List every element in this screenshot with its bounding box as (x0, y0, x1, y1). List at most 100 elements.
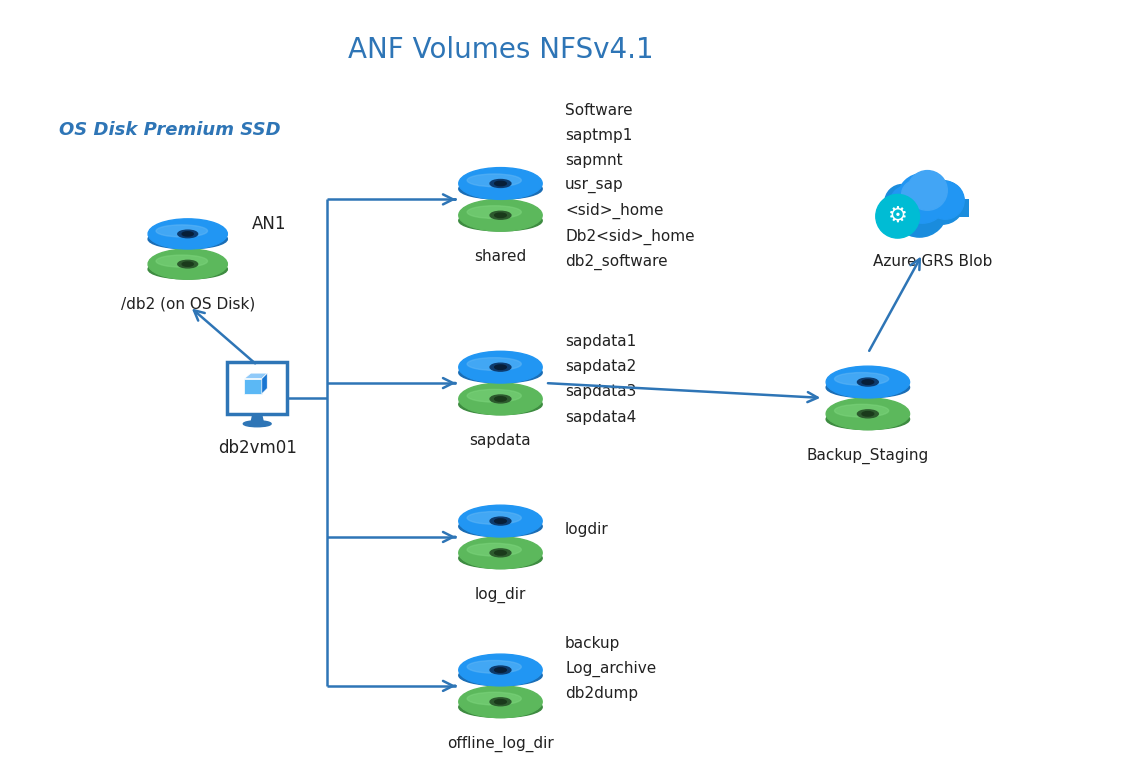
Ellipse shape (178, 230, 198, 238)
Polygon shape (244, 379, 261, 394)
Ellipse shape (459, 211, 542, 231)
Circle shape (891, 186, 920, 216)
Ellipse shape (494, 397, 507, 401)
Ellipse shape (490, 211, 511, 219)
Ellipse shape (490, 395, 511, 403)
Ellipse shape (459, 394, 542, 415)
FancyBboxPatch shape (227, 363, 287, 414)
Ellipse shape (490, 698, 511, 705)
Ellipse shape (826, 366, 910, 398)
Text: sapdata1: sapdata1 (565, 334, 636, 349)
Ellipse shape (459, 352, 542, 383)
Ellipse shape (490, 179, 511, 187)
Ellipse shape (858, 410, 878, 418)
Text: shared: shared (475, 250, 527, 265)
Ellipse shape (862, 412, 874, 416)
Ellipse shape (826, 377, 910, 398)
Ellipse shape (490, 666, 511, 674)
Ellipse shape (858, 378, 878, 386)
Ellipse shape (459, 383, 542, 415)
Ellipse shape (156, 255, 208, 267)
Ellipse shape (494, 699, 507, 704)
Text: db2dump: db2dump (565, 687, 638, 702)
Ellipse shape (148, 229, 227, 249)
Ellipse shape (494, 519, 507, 523)
FancyBboxPatch shape (232, 365, 283, 410)
Circle shape (885, 185, 920, 220)
Text: offline_log_dir: offline_log_dir (448, 735, 554, 752)
Ellipse shape (467, 692, 521, 705)
Ellipse shape (467, 661, 521, 673)
Ellipse shape (459, 665, 542, 686)
Ellipse shape (459, 168, 542, 200)
Ellipse shape (467, 511, 521, 525)
Ellipse shape (494, 213, 507, 218)
Ellipse shape (467, 358, 521, 370)
Ellipse shape (459, 537, 542, 568)
Circle shape (927, 182, 964, 219)
Ellipse shape (178, 260, 198, 268)
Text: log_dir: log_dir (475, 586, 526, 603)
Text: saptmp1: saptmp1 (565, 128, 633, 143)
Text: sapdata4: sapdata4 (565, 410, 636, 425)
Ellipse shape (490, 517, 511, 525)
Text: backup: backup (565, 636, 620, 651)
Ellipse shape (148, 218, 227, 249)
Ellipse shape (459, 363, 542, 383)
Text: Db2<sid>_home: Db2<sid>_home (565, 229, 694, 245)
Circle shape (902, 181, 929, 208)
Circle shape (920, 181, 964, 224)
Text: Backup_Staging: Backup_Staging (807, 447, 929, 464)
Polygon shape (244, 373, 267, 379)
Ellipse shape (835, 373, 888, 385)
Ellipse shape (826, 409, 910, 430)
Ellipse shape (467, 543, 521, 556)
Ellipse shape (494, 550, 507, 555)
Text: sapdata2: sapdata2 (565, 359, 636, 374)
Polygon shape (261, 373, 267, 394)
Ellipse shape (459, 548, 542, 568)
Circle shape (876, 194, 919, 238)
Ellipse shape (835, 404, 888, 417)
Ellipse shape (459, 654, 542, 686)
Text: Log_archive: Log_archive (565, 660, 657, 677)
Ellipse shape (494, 181, 507, 186)
Ellipse shape (467, 389, 521, 402)
Circle shape (892, 182, 947, 237)
Ellipse shape (148, 249, 227, 280)
Circle shape (897, 174, 947, 223)
Ellipse shape (148, 259, 227, 279)
Ellipse shape (459, 200, 542, 231)
Ellipse shape (182, 262, 193, 266)
Text: sapdata3: sapdata3 (565, 384, 636, 399)
Circle shape (908, 171, 947, 211)
Text: usr_sap: usr_sap (565, 179, 624, 193)
Text: logdir: logdir (565, 521, 609, 536)
Ellipse shape (490, 549, 511, 557)
Text: ⚙: ⚙ (887, 205, 908, 226)
Ellipse shape (862, 380, 874, 384)
Text: sapmnt: sapmnt (565, 153, 623, 168)
Ellipse shape (459, 686, 542, 718)
Ellipse shape (459, 516, 542, 537)
Ellipse shape (243, 420, 272, 427)
Ellipse shape (467, 206, 521, 218)
Text: db2_software: db2_software (565, 254, 668, 270)
Ellipse shape (182, 232, 193, 236)
Polygon shape (250, 414, 265, 423)
Ellipse shape (490, 363, 511, 371)
Text: Software: Software (565, 103, 633, 117)
Ellipse shape (459, 179, 542, 199)
Ellipse shape (494, 365, 507, 370)
Ellipse shape (156, 225, 208, 237)
Ellipse shape (826, 398, 910, 430)
Ellipse shape (459, 505, 542, 537)
FancyBboxPatch shape (886, 200, 969, 217)
Text: /db2 (on OS Disk): /db2 (on OS Disk) (120, 296, 254, 311)
Text: Azure GRS Blob: Azure GRS Blob (872, 254, 992, 269)
Ellipse shape (459, 697, 542, 717)
Text: sapdata: sapdata (469, 433, 532, 448)
Ellipse shape (467, 174, 521, 186)
Ellipse shape (494, 668, 507, 673)
Text: <sid>_home: <sid>_home (565, 203, 663, 219)
